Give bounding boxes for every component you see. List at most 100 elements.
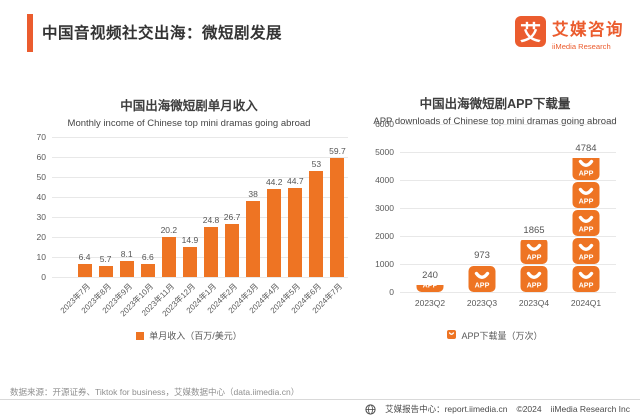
bar-value-label: 4784 bbox=[575, 143, 597, 155]
y-axis-label: 5000 bbox=[375, 147, 394, 157]
bar-value-label: 26.7 bbox=[223, 211, 241, 222]
y-axis-label: 60 bbox=[36, 152, 46, 162]
y-axis-label: 20 bbox=[36, 232, 46, 242]
y-axis-label: 1000 bbox=[375, 259, 394, 269]
income-chart-title: 中国出海微短剧单月收入 bbox=[120, 99, 258, 113]
app-icon: APP bbox=[520, 239, 548, 264]
svg-text:APP: APP bbox=[579, 197, 594, 206]
svg-text:APP: APP bbox=[423, 285, 438, 289]
app-icon-stack: APP bbox=[416, 285, 444, 292]
gridline bbox=[52, 237, 348, 238]
bar-value-label: 240 bbox=[422, 270, 438, 282]
bar-value-label: 6.6 bbox=[141, 251, 154, 262]
income-bar bbox=[267, 188, 282, 277]
income-bar bbox=[98, 265, 113, 277]
bar-value-label: 24.8 bbox=[202, 215, 220, 226]
bar-value-label: 14.9 bbox=[181, 235, 199, 246]
gridline bbox=[52, 137, 348, 138]
gridline bbox=[400, 208, 616, 209]
svg-text:APP: APP bbox=[527, 253, 542, 262]
bar-value-label: 59.7 bbox=[329, 145, 346, 156]
bar-value-label: 973 bbox=[474, 249, 490, 261]
app-icon: APP bbox=[572, 266, 600, 292]
brand-text: 艾媒咨询 iiMedia Research bbox=[552, 16, 624, 51]
brand-logo: 艾 艾媒咨询 iiMedia Research bbox=[515, 16, 624, 51]
bar-value-label: 1865 bbox=[523, 224, 545, 236]
gridline bbox=[52, 277, 348, 278]
y-axis-label: 70 bbox=[36, 132, 46, 142]
footer-bar: 艾媒报告中心：report.iimedia.cn ©2024 iiMedia R… bbox=[365, 403, 630, 415]
x-axis-label: 2023Q3 bbox=[466, 298, 498, 308]
app-legend-icon bbox=[447, 330, 457, 341]
gridline bbox=[52, 257, 348, 258]
income-bar bbox=[330, 157, 345, 277]
y-axis-label: 0 bbox=[389, 287, 394, 297]
app-icon: APP bbox=[520, 266, 548, 292]
income-bar bbox=[288, 187, 303, 277]
downloads-chart-subtitle: APP downloads of Chinese top mini dramas… bbox=[373, 116, 617, 127]
app-icon-stack: APP APP APP APP APP bbox=[572, 158, 600, 292]
svg-text:APP: APP bbox=[579, 253, 594, 262]
bar-value-label: 53 bbox=[311, 159, 322, 169]
downloads-legend-label: APP下载量（万次） bbox=[461, 331, 543, 341]
app-icon: APP bbox=[416, 285, 444, 292]
bar-value-label: 38 bbox=[248, 189, 258, 199]
downloads-chart-title: 中国出海微短剧APP下载量 bbox=[419, 97, 571, 111]
bar-value-label: 44.7 bbox=[287, 175, 304, 186]
gridline bbox=[400, 124, 616, 125]
bar-value-label: 5.7 bbox=[99, 253, 112, 264]
income-bar bbox=[225, 223, 240, 277]
bars-layer: 6.4 2023年7月 5.7 2023年8月 8.1 2023年9月 6.6 2023年10… bbox=[58, 137, 348, 319]
gridline bbox=[400, 180, 616, 181]
app-icon: APP bbox=[572, 158, 600, 180]
y-axis-label: 2000 bbox=[375, 231, 394, 241]
income-chart-subtitle: Monthly income of Chinese top mini drama… bbox=[67, 118, 311, 129]
bar-value-label: 20.2 bbox=[160, 224, 178, 235]
app-icon: APP bbox=[572, 182, 600, 208]
bar-value-label: 6.4 bbox=[78, 252, 91, 263]
x-axis-label: 2024Q1 bbox=[570, 298, 602, 308]
title-accent-bar bbox=[27, 14, 33, 52]
gridline bbox=[52, 157, 348, 158]
gridline bbox=[52, 177, 348, 178]
income-bar bbox=[246, 201, 261, 277]
y-axis-label: 30 bbox=[36, 212, 46, 222]
app-icon: APP bbox=[572, 238, 600, 264]
y-axis-label: 10 bbox=[36, 252, 46, 262]
income-bar bbox=[77, 264, 92, 277]
y-axis-label: 0 bbox=[41, 272, 46, 282]
report-center-link[interactable]: 艾媒报告中心：report.iimedia.cn bbox=[385, 404, 508, 414]
bar-value-label: 8.1 bbox=[120, 248, 133, 259]
gridline bbox=[52, 217, 348, 218]
svg-text:APP: APP bbox=[579, 169, 594, 178]
svg-text:APP: APP bbox=[527, 281, 542, 290]
app-icon: APP bbox=[572, 210, 600, 236]
y-axis-label: 6000 bbox=[375, 119, 394, 129]
gridline bbox=[52, 197, 348, 198]
copyright-text: ©2024 bbox=[516, 404, 542, 414]
downloads-chart-legend: APP下载量（万次） bbox=[352, 329, 638, 342]
x-axis-label: 2023Q2 bbox=[414, 298, 446, 308]
brand-name: 艾媒咨询 bbox=[552, 21, 624, 39]
downloads-chart-plot: 6000500040003000200010000APP2402023Q2APP… bbox=[375, 119, 616, 308]
income-bar bbox=[161, 236, 176, 277]
x-axis-label: 2023Q4 bbox=[518, 298, 550, 308]
page-title: 中国音视频社交出海：微短剧发展 bbox=[42, 25, 283, 42]
app-icon: APP bbox=[468, 266, 496, 292]
iimedia-logo-icon: 艾 bbox=[515, 16, 546, 47]
income-chart-plot: 70 60 50 40 30 20 10 0 6.4 2023年7月 5.7 2023年8月 8.1 20… bbox=[37, 132, 348, 319]
income-chart-legend: 单月收入（百万/美元） bbox=[30, 329, 348, 342]
footer-divider bbox=[0, 399, 640, 400]
logo-glyph: 艾 bbox=[520, 21, 541, 45]
legend-square-icon bbox=[136, 331, 145, 340]
app-icon-stack: APP APP bbox=[520, 239, 548, 292]
app-icon-stack: APP bbox=[468, 265, 496, 292]
income-bar bbox=[182, 247, 197, 277]
brand-subtitle: iiMedia Research bbox=[552, 42, 611, 51]
globe-icon bbox=[365, 403, 376, 415]
income-bar bbox=[309, 171, 324, 277]
gridline bbox=[400, 236, 616, 237]
svg-text:APP: APP bbox=[579, 225, 594, 234]
income-chart-header: 中国出海微短剧单月收入 Monthly income of Chinese to… bbox=[30, 95, 348, 129]
